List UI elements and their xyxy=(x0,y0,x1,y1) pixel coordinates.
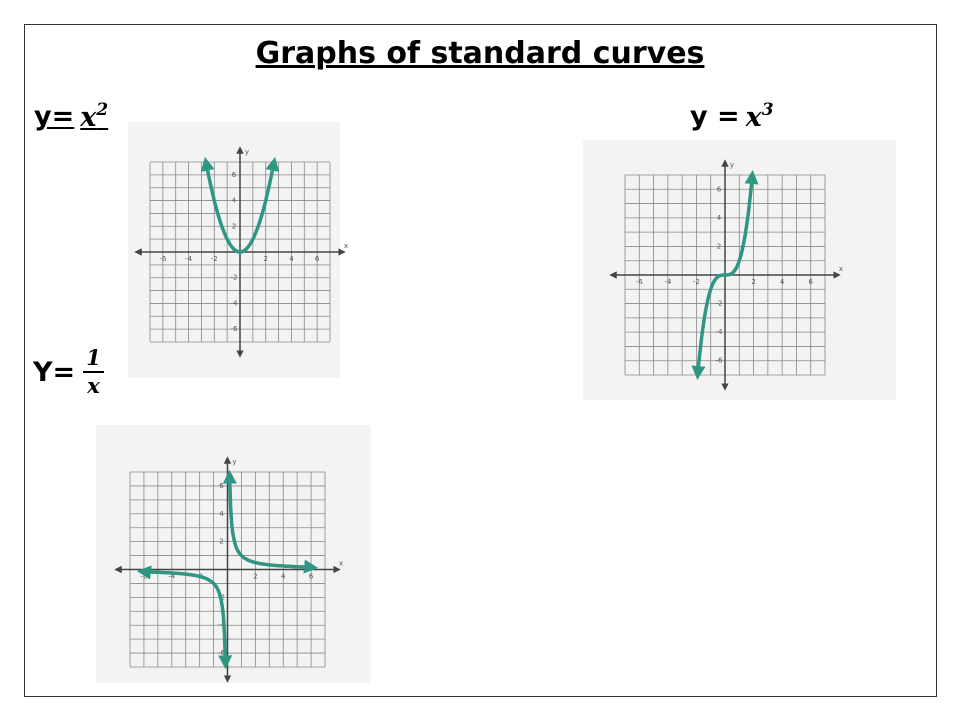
title: Graphs of standard curves xyxy=(255,36,705,71)
y-tick-label: 4 xyxy=(717,214,722,222)
y-tick-label: -4 xyxy=(716,328,724,336)
x-tick-label: 2 xyxy=(263,255,267,263)
y-tick-label: 2 xyxy=(717,242,721,250)
y-tick-label: 2 xyxy=(219,538,223,546)
label-denominator: x xyxy=(87,373,100,398)
curve xyxy=(200,156,280,254)
y-tick-label: -4 xyxy=(231,299,239,307)
y-axis-name: y xyxy=(730,161,734,169)
y-tick-label: 6 xyxy=(232,171,237,179)
label-lhs: Y= xyxy=(33,356,76,388)
label-base: x xyxy=(80,102,97,133)
x-tick-label: 6 xyxy=(309,573,314,581)
y-tick-label: 6 xyxy=(219,482,224,490)
x-tick-label: 6 xyxy=(315,255,320,263)
label-exponent: 3 xyxy=(761,100,774,120)
y-tick-label: 4 xyxy=(219,510,224,518)
x-tick-label: 2 xyxy=(751,278,755,286)
y-tick-label: -6 xyxy=(231,325,239,333)
x-tick-label: 6 xyxy=(808,278,813,286)
x-tick-label: -4 xyxy=(185,255,193,263)
x-axis-name: x xyxy=(839,265,843,273)
curve xyxy=(691,170,759,380)
label-math: x3 xyxy=(746,100,774,133)
label-math: x2 xyxy=(80,100,108,133)
label-numerator: 1 xyxy=(83,345,104,373)
curve xyxy=(222,469,319,574)
x-tick-label: -4 xyxy=(664,278,672,286)
x-axis-name: x xyxy=(344,242,348,250)
label-exponent: 2 xyxy=(96,100,109,120)
y-axis-name: y xyxy=(245,148,249,156)
curve xyxy=(136,565,233,670)
y-tick-label: 2 xyxy=(232,222,236,230)
y-tick-label: -2 xyxy=(231,274,238,282)
x-tick-label: -2 xyxy=(693,278,700,286)
x-tick-label: 4 xyxy=(289,255,294,263)
label-square: y= x2 xyxy=(34,100,108,133)
x-tick-label: 4 xyxy=(780,278,785,286)
label-lhs: y= xyxy=(34,101,75,132)
x-tick-label: -6 xyxy=(636,278,644,286)
label-cube: y = x3 xyxy=(690,100,774,133)
y-axis-name: y xyxy=(232,458,236,466)
y-tick-label: -2 xyxy=(716,300,723,308)
slide-frame xyxy=(24,24,937,697)
label-lhs: y = xyxy=(690,101,740,132)
y-tick-label: -6 xyxy=(716,357,724,365)
x-tick-label: -6 xyxy=(140,573,148,581)
x-tick-label: 2 xyxy=(253,573,257,581)
x-tick-label: -6 xyxy=(159,255,167,263)
x-tick-label: -2 xyxy=(211,255,218,263)
y-tick-label: 4 xyxy=(232,197,237,205)
label-base: x xyxy=(745,102,762,133)
x-axis-name: x xyxy=(339,560,343,568)
y-tick-label: 6 xyxy=(717,185,722,193)
x-tick-label: 4 xyxy=(281,573,286,581)
